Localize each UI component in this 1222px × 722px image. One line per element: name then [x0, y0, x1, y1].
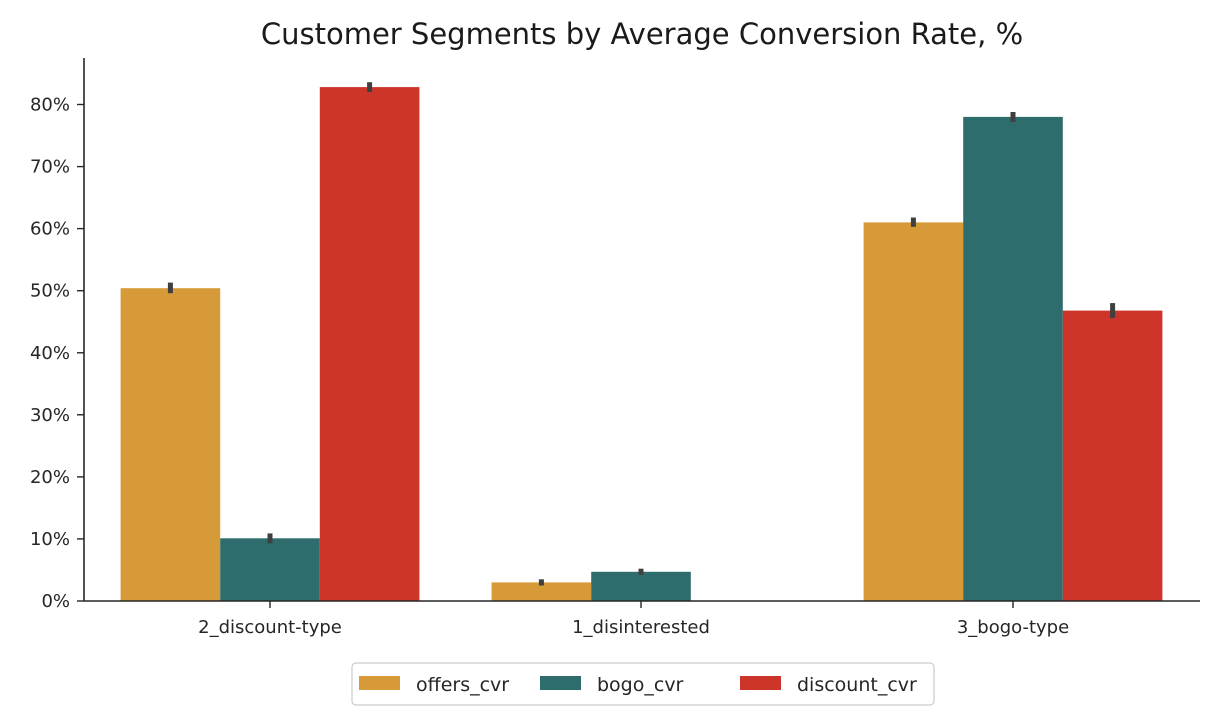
bar-bogo_cvr-1_disinterested	[591, 571, 691, 601]
y-tick-label: 0%	[41, 591, 70, 612]
y-tick-label: 70%	[30, 157, 70, 178]
bar-offers_cvr-3_bogo-type	[863, 222, 964, 601]
bar-offers_cvr-1_disinterested	[491, 582, 592, 601]
bars-layer	[120, 87, 1163, 602]
legend-label-offers_cvr: offers_cvr	[416, 674, 509, 696]
bar-offers_cvr-2_discount-type	[120, 288, 221, 601]
bar-discount_cvr-2_discount-type	[319, 87, 420, 602]
y-tick-label: 50%	[30, 281, 70, 302]
x-axis-ticks: 2_discount-type 1_disinterested 3_bogo-typ…	[198, 601, 1069, 638]
y-tick-label: 40%	[30, 343, 70, 364]
x-tick-label: 2_discount-type	[198, 617, 342, 638]
legend-label-discount_cvr: discount_cvr	[797, 674, 917, 696]
legend-swatch-offers_cvr	[359, 676, 400, 690]
bar-bogo_cvr-2_discount-type	[220, 538, 320, 601]
bar-discount_cvr-3_bogo-type	[1062, 310, 1163, 601]
x-tick-label: 3_bogo-type	[957, 617, 1069, 638]
y-tick-label: 80%	[30, 95, 70, 116]
legend-frame	[351, 662, 935, 706]
legend-label-bogo_cvr: bogo_cvr	[597, 674, 684, 696]
y-axis-ticks: 0% 10% 20% 30% 40% 50% 60% 70% 80%	[30, 95, 84, 612]
y-tick-label: 30%	[30, 405, 70, 426]
error-bars-layer	[167, 82, 1116, 586]
legend: offers_cvr bogo_cvr discount_cvr	[351, 662, 935, 706]
legend-swatch-bogo_cvr	[540, 676, 581, 690]
y-tick-label: 10%	[30, 529, 70, 550]
legend-swatch-discount_cvr	[740, 676, 781, 690]
bar-bogo_cvr-3_bogo-type	[963, 116, 1063, 602]
y-tick-label: 20%	[30, 467, 70, 488]
chart-title: Customer Segments by Average Conversion …	[261, 17, 1023, 51]
legend-items: offers_cvr bogo_cvr discount_cvr	[359, 674, 917, 696]
y-tick-label: 60%	[30, 219, 70, 240]
x-tick-label: 1_disinterested	[572, 617, 710, 638]
